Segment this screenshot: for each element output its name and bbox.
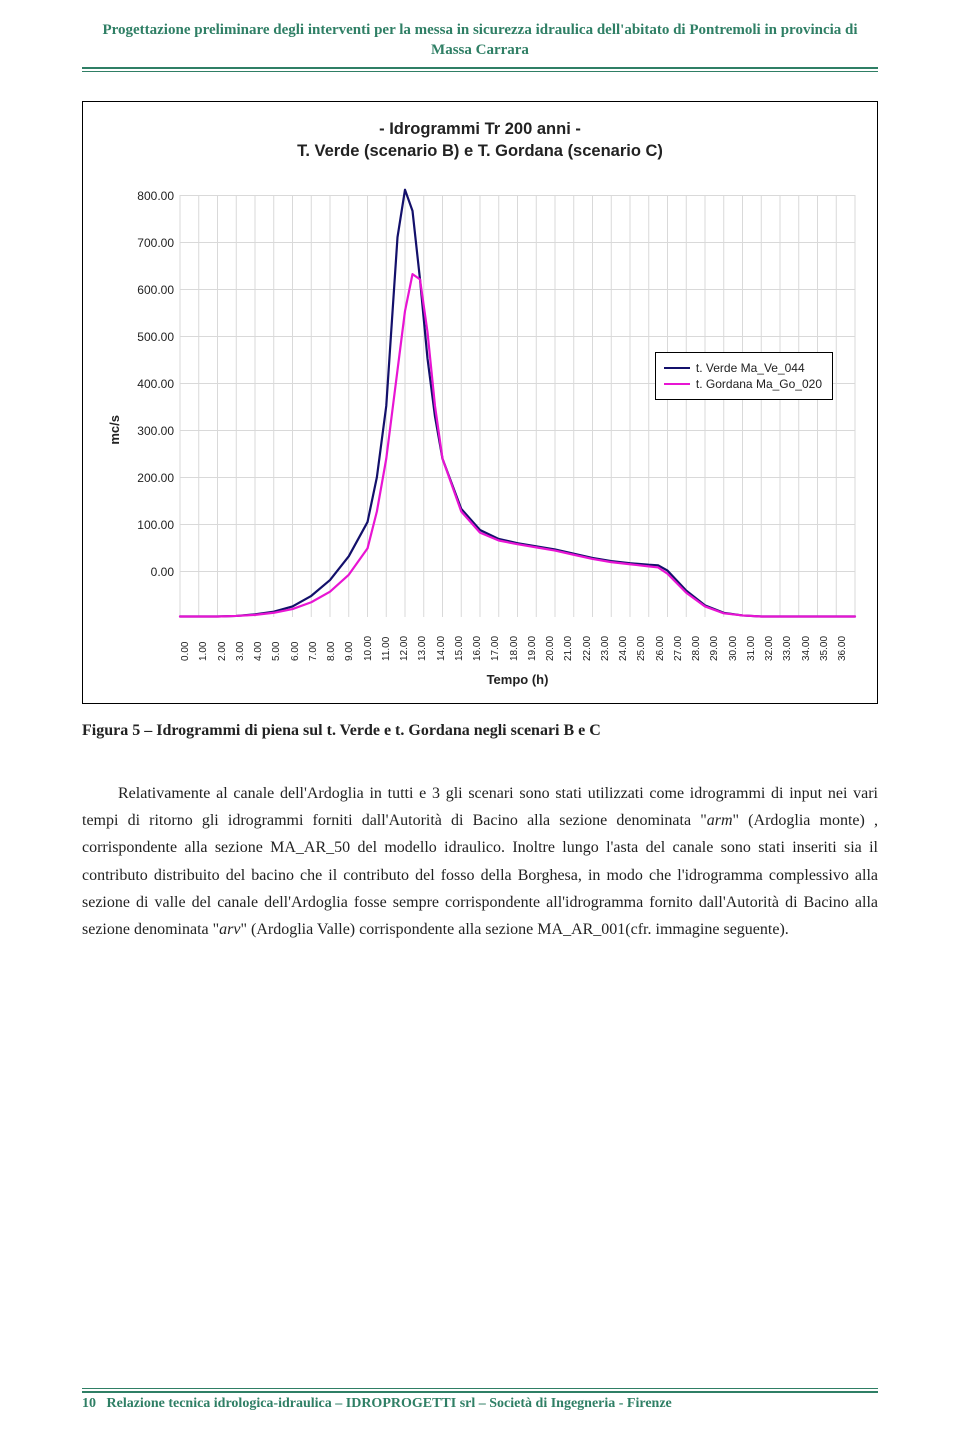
chart-xtick-label: 27.00 [673,623,691,663]
chart-xtick-label: 18.00 [509,623,527,663]
legend-label: t. Gordana Ma_Go_020 [696,377,822,391]
hydrograph-chart: - Idrogrammi Tr 200 anni - T. Verde (sce… [82,101,878,705]
chart-xtick-label: 26.00 [655,623,673,663]
page-footer: 10 Relazione tecnica idrologica-idraulic… [82,1388,878,1412]
chart-plot-column: 800.00 700.00 600.00 500.00 400.00 300.00 200.… [124,172,855,687]
chart-xtick-label: 5.00 [271,623,289,663]
header-title: Progettazione preliminare degli interven… [82,20,878,61]
chart-xticks: 0.001.002.003.004.005.006.007.008.009.00… [180,623,855,663]
chart-xtick-label: 32.00 [764,623,782,663]
page: Progettazione preliminare degli interven… [0,0,960,1440]
chart-xtick-label: 17.00 [490,623,508,663]
chart-xtick-label: 10.00 [363,623,381,663]
footer-text: 10 Relazione tecnica idrologica-idraulic… [82,1396,878,1412]
chart-xtick-label: 21.00 [563,623,581,663]
chart-xtick-label: 23.00 [600,623,618,663]
chart-xtick-label: 6.00 [290,623,308,663]
chart-legend: t. Verde Ma_Ve_044 t. Gordana Ma_Go_020 [655,352,833,400]
chart-xtick-label: 29.00 [709,623,727,663]
chart-xtick-label: 28.00 [691,623,709,663]
chart-ytick-label: 800.00 [124,189,180,203]
legend-item: t. Verde Ma_Ve_044 [664,361,822,375]
chart-ylabel: mc/s [105,415,124,445]
chart-xtick-label: 2.00 [217,623,235,663]
chart-xtick-label: 30.00 [728,623,746,663]
header-rule [82,67,878,71]
chart-xtick-label: 9.00 [344,623,362,663]
chart-xtick-label: 36.00 [837,623,855,663]
chart-ytick-label: 100.00 [124,518,180,532]
legend-swatch [664,383,690,385]
chart-xtick-label: 0.00 [180,623,198,663]
chart-ytick-label: 300.00 [124,424,180,438]
chart-title-line1: - Idrogrammi Tr 200 anni - [379,120,581,138]
chart-xtick-label: 22.00 [582,623,600,663]
chart-xtick-label: 12.00 [399,623,417,663]
footer-page-number: 10 [82,1396,96,1411]
chart-svg [180,195,855,617]
chart-canvas [180,195,855,617]
chart-xtick-label: 35.00 [819,623,837,663]
chart-xtick-label: 8.00 [326,623,344,663]
chart-xlabel: Tempo (h) [180,672,855,687]
chart-xtick-label: 14.00 [436,623,454,663]
body-text: Relativamente al canale dell'Ardoglia in… [82,780,878,943]
chart-title-line2: T. Verde (scenario B) e T. Gordana (scen… [297,142,663,160]
legend-label: t. Verde Ma_Ve_044 [696,361,805,375]
page-header: Progettazione preliminare degli interven… [82,20,878,71]
chart-xtick-label: 13.00 [417,623,435,663]
chart-xtick-label: 4.00 [253,623,271,663]
footer-rule [82,1388,878,1392]
chart-xtick-label: 20.00 [545,623,563,663]
chart-xtick-label: 31.00 [746,623,764,663]
chart-xtick-label: 34.00 [801,623,819,663]
chart-ytick-label: 600.00 [124,283,180,297]
chart-ytick-label: 0.00 [124,565,180,579]
chart-plot-area: mc/s 800.00 700.00 600.00 500.00 400.00 300.0… [105,172,855,687]
chart-ytick-label: 500.00 [124,330,180,344]
legend-swatch [664,367,690,369]
chart-xtick-label: 3.00 [235,623,253,663]
body-paragraph: Relativamente al canale dell'Ardoglia in… [82,780,878,943]
footer-label: Relazione tecnica idrologica-idraulica –… [107,1396,672,1411]
legend-item: t. Gordana Ma_Go_020 [664,377,822,391]
figure-caption: Figura 5 – Idrogrammi di piena sul t. Ve… [82,722,878,740]
chart-xtick-label: 7.00 [308,623,326,663]
chart-xtick-label: 24.00 [618,623,636,663]
chart-ytick-label: 700.00 [124,236,180,250]
chart-xtick-label: 11.00 [381,623,399,663]
chart-ytick-label: 200.00 [124,471,180,485]
chart-xtick-label: 19.00 [527,623,545,663]
chart-ytick-label: 400.00 [124,377,180,391]
chart-xtick-label: 1.00 [198,623,216,663]
chart-xtick-label: 33.00 [782,623,800,663]
chart-xtick-label: 16.00 [472,623,490,663]
chart-xtick-label: 15.00 [454,623,472,663]
chart-title: - Idrogrammi Tr 200 anni - T. Verde (sce… [105,118,855,163]
chart-xtick-label: 25.00 [636,623,654,663]
